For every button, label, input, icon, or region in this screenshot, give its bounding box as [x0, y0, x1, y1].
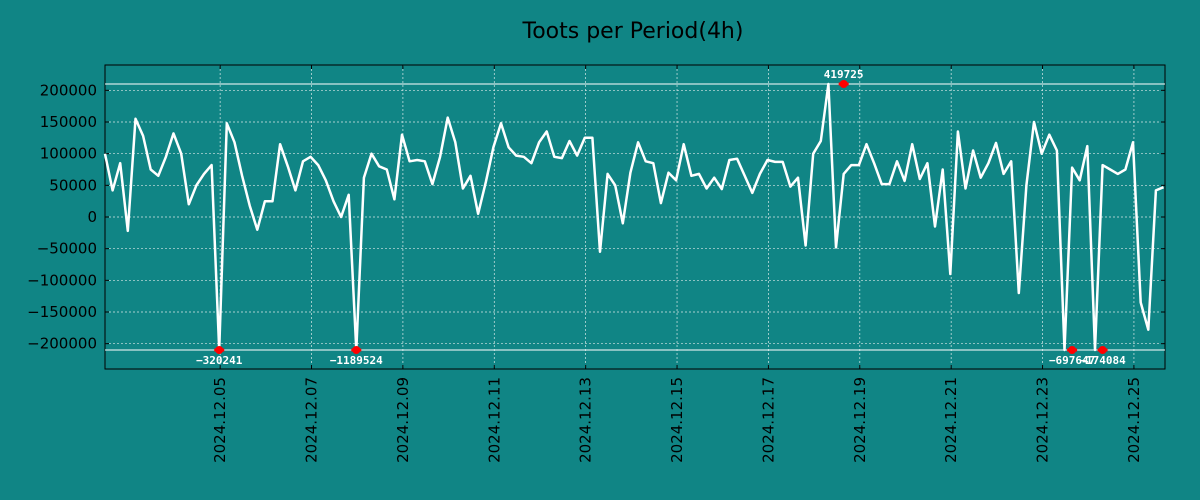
x-tick-label: 2024.12.17 [759, 377, 777, 463]
y-tick-label: 200000 [40, 81, 97, 99]
x-tick-label: 2024.12.19 [851, 377, 869, 463]
annotation-label: −320241 [196, 354, 243, 367]
x-tick-label: 2024.12.21 [942, 377, 960, 463]
annotation-label: −1189524 [330, 354, 383, 367]
y-tick-label: −200000 [27, 335, 97, 353]
x-tick-label: 2024.12.15 [668, 377, 686, 463]
annotation-label: −697647 [1049, 354, 1095, 367]
series-line [103, 82, 1164, 352]
y-tick-label: −50000 [37, 240, 97, 258]
grid [105, 65, 1165, 369]
annotation-marker [215, 346, 224, 354]
x-tick-label: 2024.12.23 [1034, 377, 1052, 463]
annotation-marker [1068, 346, 1077, 354]
y-tick-label: 100000 [40, 145, 97, 163]
x-tick-label: 2024.12.09 [394, 377, 412, 463]
annotations: −320241 −1189524 419725 −697647−174084 [196, 68, 1126, 367]
annotation-label: −174084 [1079, 354, 1126, 367]
y-tick-label: −150000 [27, 303, 97, 321]
annotation-marker [839, 80, 848, 88]
series-layer [103, 82, 1164, 352]
y-tick-label: −100000 [27, 271, 97, 289]
reference-lines [105, 83, 1165, 351]
y-tick-label: 150000 [40, 113, 97, 131]
y-axis-ticks: 200000 150000 100000 50000 0 −50000 −100000 −15… [27, 81, 1165, 353]
x-tick-label: 2024.12.13 [577, 377, 595, 463]
x-tick-label: 2024.12.05 [211, 377, 229, 463]
chart-title: Toots per Period(4h) [522, 19, 744, 44]
y-tick-label: 50000 [49, 176, 97, 194]
x-tick-label: 2024.12.11 [485, 377, 503, 463]
y-tick-label: 0 [87, 208, 97, 226]
x-tick-label: 2024.12.25 [1125, 377, 1143, 463]
x-axis-ticks: 2024.12.05 2024.12.07 2024.12.09 2024.12.11… [211, 65, 1143, 463]
annotation-marker [352, 346, 361, 354]
annotation-marker [1098, 346, 1107, 354]
x-tick-label: 2024.12.07 [303, 377, 321, 463]
annotation-label: 419725 [824, 68, 864, 81]
